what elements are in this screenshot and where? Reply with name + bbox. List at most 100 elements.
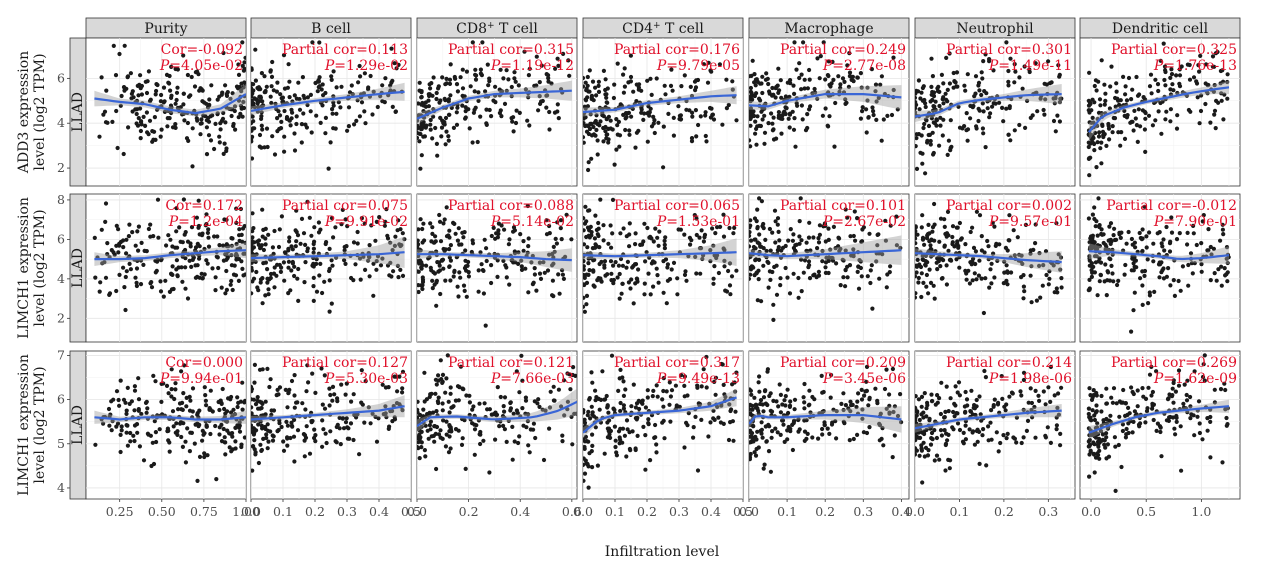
data-point bbox=[1140, 227, 1145, 232]
data-point bbox=[448, 425, 453, 430]
p-value-equals: = bbox=[169, 371, 181, 387]
data-point bbox=[660, 420, 665, 425]
data-point bbox=[851, 254, 856, 259]
data-point bbox=[802, 400, 807, 405]
data-point bbox=[322, 279, 327, 284]
data-point bbox=[1092, 83, 1097, 89]
data-point bbox=[598, 119, 603, 124]
column-strip-label: Macrophage bbox=[784, 21, 873, 37]
data-point bbox=[519, 353, 524, 358]
data-point bbox=[1150, 123, 1155, 128]
p-value-label: P=1.76e-13 bbox=[1153, 58, 1237, 74]
data-point bbox=[276, 244, 282, 250]
data-point bbox=[788, 81, 793, 86]
data-point bbox=[476, 98, 481, 103]
data-point bbox=[1107, 278, 1112, 283]
data-point bbox=[221, 110, 226, 116]
data-point bbox=[109, 428, 114, 433]
data-point bbox=[1051, 118, 1057, 124]
data-point bbox=[420, 240, 425, 245]
data-point bbox=[766, 260, 771, 265]
data-point bbox=[694, 78, 699, 83]
data-point bbox=[550, 293, 555, 298]
data-point bbox=[114, 288, 119, 294]
data-point bbox=[648, 76, 653, 81]
data-point bbox=[309, 419, 314, 424]
data-point bbox=[1164, 224, 1169, 230]
data-point bbox=[168, 103, 174, 108]
data-point bbox=[1090, 97, 1095, 102]
data-point bbox=[287, 235, 292, 240]
data-point bbox=[430, 278, 435, 283]
data-point bbox=[952, 79, 957, 84]
data-point bbox=[330, 107, 335, 112]
data-point bbox=[944, 55, 949, 61]
correlation-label: Partial cor=0.002 bbox=[946, 198, 1072, 214]
data-point bbox=[428, 86, 433, 91]
data-point bbox=[317, 84, 322, 89]
data-point bbox=[158, 289, 164, 294]
data-point bbox=[954, 70, 960, 75]
data-point bbox=[275, 80, 280, 85]
data-point bbox=[1088, 141, 1093, 146]
data-point bbox=[307, 215, 312, 220]
data-point bbox=[846, 84, 852, 89]
data-point bbox=[331, 103, 336, 108]
data-point bbox=[958, 237, 963, 242]
data-point bbox=[1146, 301, 1151, 306]
data-point bbox=[944, 97, 949, 102]
data-point bbox=[147, 99, 153, 104]
data-point bbox=[237, 227, 242, 232]
data-point bbox=[456, 398, 461, 403]
data-point bbox=[1221, 232, 1226, 237]
data-point bbox=[704, 385, 709, 390]
data-point bbox=[134, 266, 140, 271]
data-point bbox=[169, 272, 174, 277]
data-point bbox=[439, 134, 444, 139]
data-point bbox=[251, 259, 254, 264]
data-point bbox=[287, 387, 292, 392]
data-point bbox=[1194, 242, 1199, 248]
data-point bbox=[268, 68, 273, 73]
data-point bbox=[185, 426, 190, 431]
panel-plot-area bbox=[86, 351, 246, 499]
data-point bbox=[1009, 96, 1014, 102]
data-point bbox=[986, 257, 991, 262]
p-value: 9.94e-01 bbox=[181, 371, 243, 387]
data-point bbox=[291, 434, 297, 439]
data-point bbox=[279, 265, 284, 270]
data-point bbox=[362, 71, 367, 76]
data-point bbox=[979, 248, 985, 253]
data-point bbox=[286, 265, 291, 270]
column-strip-label-main: Dendritic cell bbox=[1112, 21, 1209, 37]
p-value-symbol: P bbox=[490, 58, 501, 74]
data-point bbox=[816, 240, 822, 245]
data-point bbox=[117, 243, 122, 248]
data-point bbox=[1123, 262, 1128, 268]
data-point bbox=[485, 407, 490, 412]
data-point bbox=[343, 261, 348, 266]
data-point bbox=[284, 115, 290, 120]
data-point bbox=[169, 367, 174, 372]
data-point bbox=[359, 216, 364, 221]
data-point bbox=[219, 439, 225, 444]
data-point bbox=[510, 119, 515, 124]
data-point bbox=[283, 251, 288, 256]
data-point bbox=[270, 134, 275, 139]
data-point bbox=[285, 405, 290, 410]
data-point bbox=[865, 85, 870, 90]
data-point bbox=[1113, 95, 1118, 101]
data-point bbox=[1156, 109, 1161, 114]
data-point bbox=[366, 405, 371, 410]
data-point bbox=[494, 231, 499, 236]
data-point bbox=[153, 379, 158, 384]
data-point bbox=[1098, 272, 1103, 277]
data-point bbox=[797, 75, 802, 81]
data-point bbox=[892, 433, 897, 438]
data-point bbox=[957, 220, 963, 226]
data-point bbox=[930, 74, 936, 79]
data-point bbox=[1110, 130, 1115, 135]
correlation-prefix: Partial cor= bbox=[614, 42, 700, 58]
data-point bbox=[437, 263, 442, 268]
